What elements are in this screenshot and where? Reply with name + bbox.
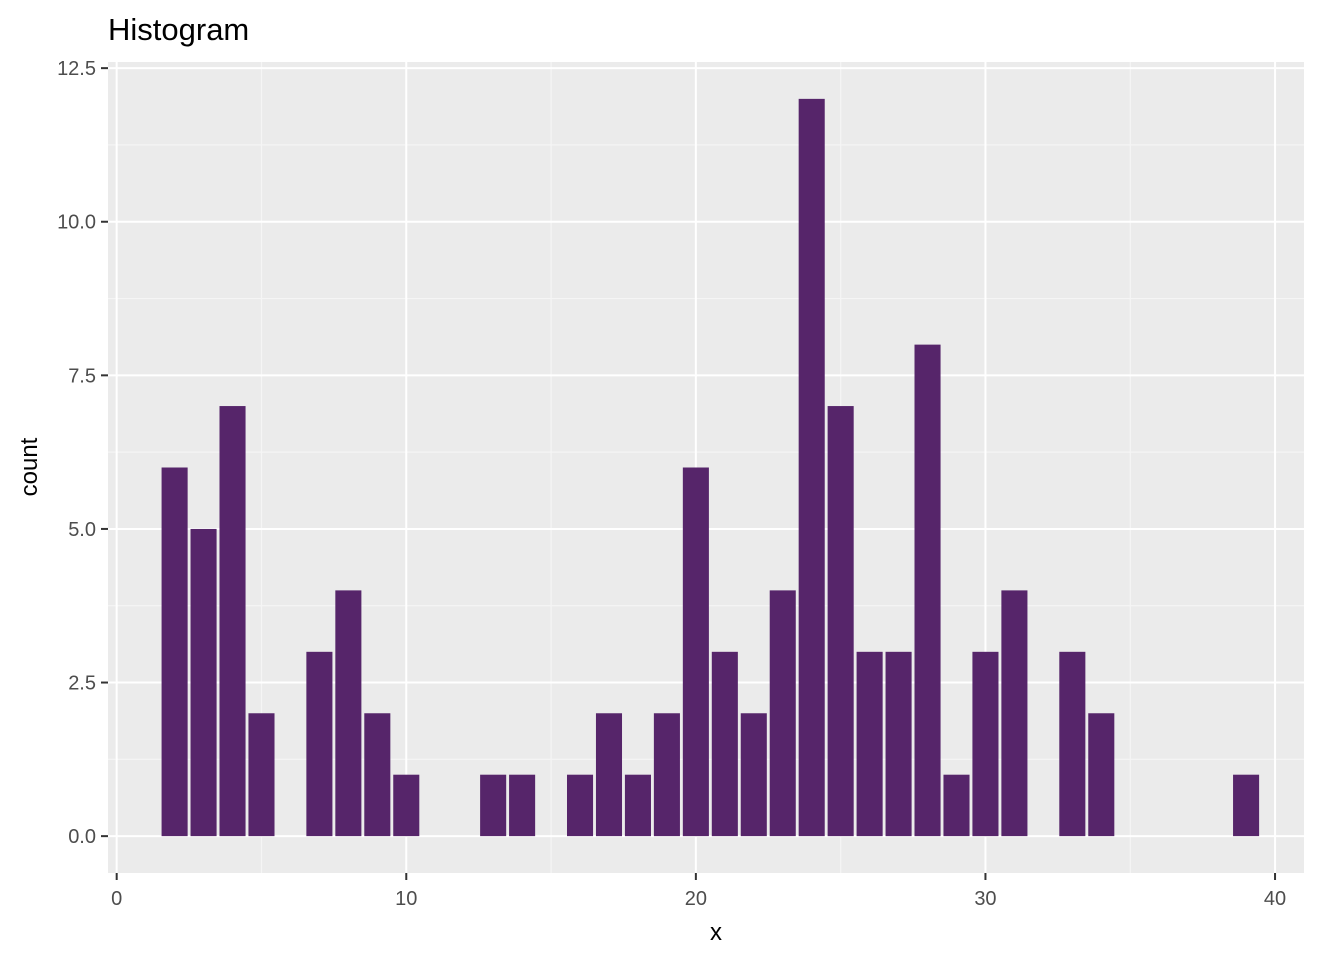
histogram-bar — [856, 651, 883, 837]
x-tick-label: 40 — [1264, 888, 1286, 910]
y-axis: 0.0 2.5 5.0 7.5 10.0 12.5 — [57, 58, 108, 848]
histogram-bar — [306, 651, 333, 837]
x-axis: 0 10 20 30 40 — [111, 873, 1286, 910]
x-tick-label: 30 — [974, 888, 996, 910]
x-tick-label: 20 — [685, 888, 707, 910]
histogram-bar — [566, 774, 594, 837]
histogram-bar — [769, 590, 796, 837]
histogram-bar — [190, 528, 217, 837]
histogram-bar — [914, 344, 941, 837]
histogram-bar — [248, 713, 275, 837]
histogram-bar — [1233, 774, 1260, 837]
histogram-bar — [827, 406, 854, 837]
histogram-bar — [1088, 713, 1115, 837]
histogram-bar — [1059, 651, 1086, 837]
histogram-bar — [972, 651, 999, 837]
y-tick-label: 2.5 — [68, 673, 96, 695]
x-axis-title: x — [710, 919, 722, 946]
histogram-bar — [393, 774, 420, 837]
histogram-bar — [682, 467, 709, 837]
histogram-bar — [335, 590, 362, 837]
x-tick-label: 10 — [395, 888, 417, 910]
x-tick-label: 0 — [111, 888, 122, 910]
histogram-bar — [711, 651, 738, 837]
histogram-bar — [885, 651, 912, 837]
histogram-bar — [624, 774, 651, 837]
y-tick-label: 12.5 — [57, 58, 96, 80]
y-tick-label: 5.0 — [68, 519, 96, 541]
histogram-bar — [161, 467, 188, 837]
y-tick-label: 7.5 — [68, 365, 96, 387]
histogram-bar — [740, 713, 767, 837]
y-tick-label: 10.0 — [57, 212, 96, 234]
histogram-bar — [509, 774, 536, 837]
histogram-bar — [1001, 590, 1028, 837]
histogram-bar — [653, 713, 680, 837]
y-axis-title: count — [16, 437, 43, 496]
bars — [161, 98, 1260, 837]
histogram-bar — [364, 713, 391, 837]
histogram-bar — [480, 774, 507, 837]
histogram-bar — [943, 774, 970, 837]
chart-title: Histogram — [108, 12, 249, 47]
histogram-bar — [595, 713, 623, 837]
histogram-bar — [798, 98, 825, 837]
histogram-bar — [219, 406, 246, 837]
y-tick-label: 0.0 — [68, 826, 96, 848]
